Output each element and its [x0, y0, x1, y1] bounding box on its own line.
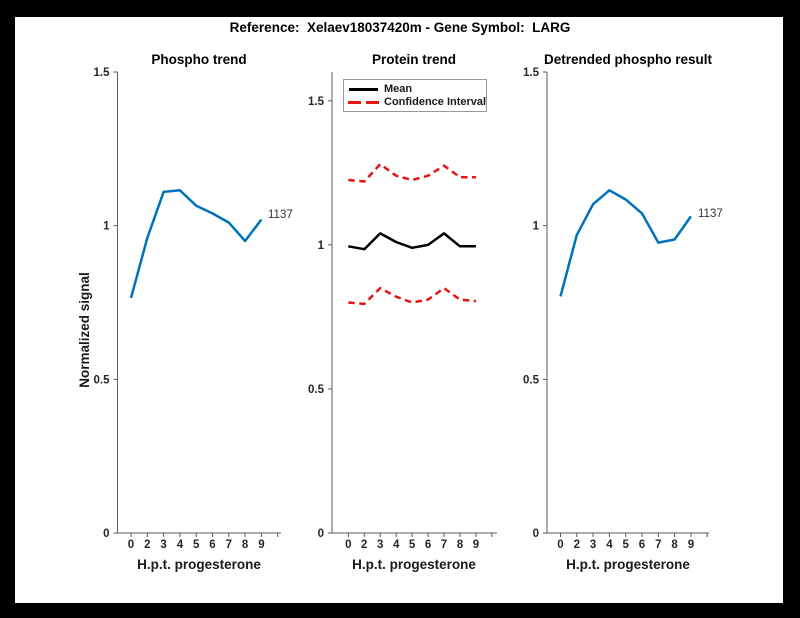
plot2-axes	[546, 72, 709, 534]
plot0-x-tick-label: 0	[128, 539, 134, 551]
plot0-y-tick-label: 0	[103, 528, 109, 540]
plot0-x-tick-label: 6	[209, 539, 215, 551]
plot0-series-phospho-signal	[129, 189, 263, 299]
plot2-x-tick-label: 0	[557, 539, 563, 551]
plot1-series-mean	[348, 232, 476, 251]
plot2-y-tick-label: 1	[533, 221, 540, 233]
plot0-y-tick-label: 1.5	[94, 67, 111, 79]
plot1-y-tick-label: 1	[318, 240, 325, 252]
plot0-x-tick-label: 2	[144, 539, 150, 551]
plot1-x-tick-label: 3	[377, 539, 383, 551]
legend-row-mean: Mean	[344, 82, 486, 96]
plot0-y-tick-label: 0.5	[94, 374, 111, 386]
plot2-x-tick-label: 8	[671, 539, 678, 551]
plot2-x-tick-label: 6	[639, 539, 645, 551]
plot0-x-tick-label: 4	[177, 539, 184, 551]
plot0-x-tick-label: 5	[193, 539, 200, 551]
plot2-y-tick-label: 0.5	[523, 374, 540, 386]
legend-box: Mean Confidence Interval	[343, 79, 487, 112]
plot2-y-tick-label: 1.5	[523, 67, 540, 79]
subplot-title-phospho: Phospho trend	[151, 52, 247, 67]
x-axis-label-protein: H.p.t. progesterone	[352, 557, 476, 572]
legend-ci-label: Confidence Interval	[384, 96, 487, 108]
x-axis-label-phospho: H.p.t. progesterone	[137, 557, 261, 572]
subplot-title-protein: Protein trend	[371, 52, 456, 67]
plot1-x-tick-label: 9	[473, 539, 479, 551]
plot1-axes	[331, 72, 497, 534]
plot1-y-tick-label: 0	[318, 528, 324, 540]
plot2-series-detrended-phospho-signal	[559, 189, 692, 297]
subplot-title-detrended: Detrended phospho result	[543, 52, 712, 67]
plot1-series-confidence-interval-lower	[348, 286, 477, 306]
legend-mean-line-sample	[349, 88, 378, 91]
plot2-x-tick-label: 7	[655, 539, 661, 551]
plot0-axes	[117, 72, 281, 534]
legend-ci-dash-sample	[366, 101, 379, 104]
plot1-y-tick-label: 1.5	[308, 96, 325, 108]
plot2-x-tick-label: 4	[606, 539, 613, 551]
plot2-x-tick-label: 9	[688, 539, 694, 551]
plot1-x-tick-label: 7	[441, 539, 447, 551]
plot1-y-tick-label: 0.5	[308, 384, 325, 396]
legend-ci-dash-sample	[348, 101, 361, 104]
legend-mean-label: Mean	[384, 83, 413, 95]
plot1-x-tick-label: 4	[393, 539, 400, 551]
plot1-x-tick-label: 2	[361, 539, 367, 551]
plot0-x-tick-label: 9	[258, 539, 264, 551]
plot0-y-tick-label: 1	[103, 221, 110, 233]
figure-canvas	[15, 17, 783, 603]
x-axis-label-detrended: H.p.t. progesterone	[566, 557, 690, 572]
figure-title: Reference: Xelaev18037420m - Gene Symbol…	[229, 20, 571, 35]
plot2-x-tick-label: 5	[622, 539, 629, 551]
plot2-y-tick-label: 0	[533, 528, 539, 540]
plot1-x-tick-label: 0	[345, 539, 351, 551]
plot1-series-confidence-interval-upper	[348, 162, 476, 183]
plot1-x-tick-label: 8	[457, 539, 464, 551]
plot2-x-tick-label: 2	[574, 539, 580, 551]
series-end-annotation-detrended: 1137	[698, 208, 723, 220]
plot0-x-tick-label: 7	[226, 539, 232, 551]
plot0-x-tick-label: 8	[242, 539, 249, 551]
series-end-annotation-phospho: 1137	[268, 209, 293, 221]
plot0-x-tick-label: 3	[160, 539, 166, 551]
legend-row-ci: Confidence Interval	[344, 95, 486, 109]
plot1-x-tick-label: 6	[425, 539, 431, 551]
plot1-x-tick-label: 5	[409, 539, 416, 551]
plot2-x-tick-label: 3	[590, 539, 596, 551]
